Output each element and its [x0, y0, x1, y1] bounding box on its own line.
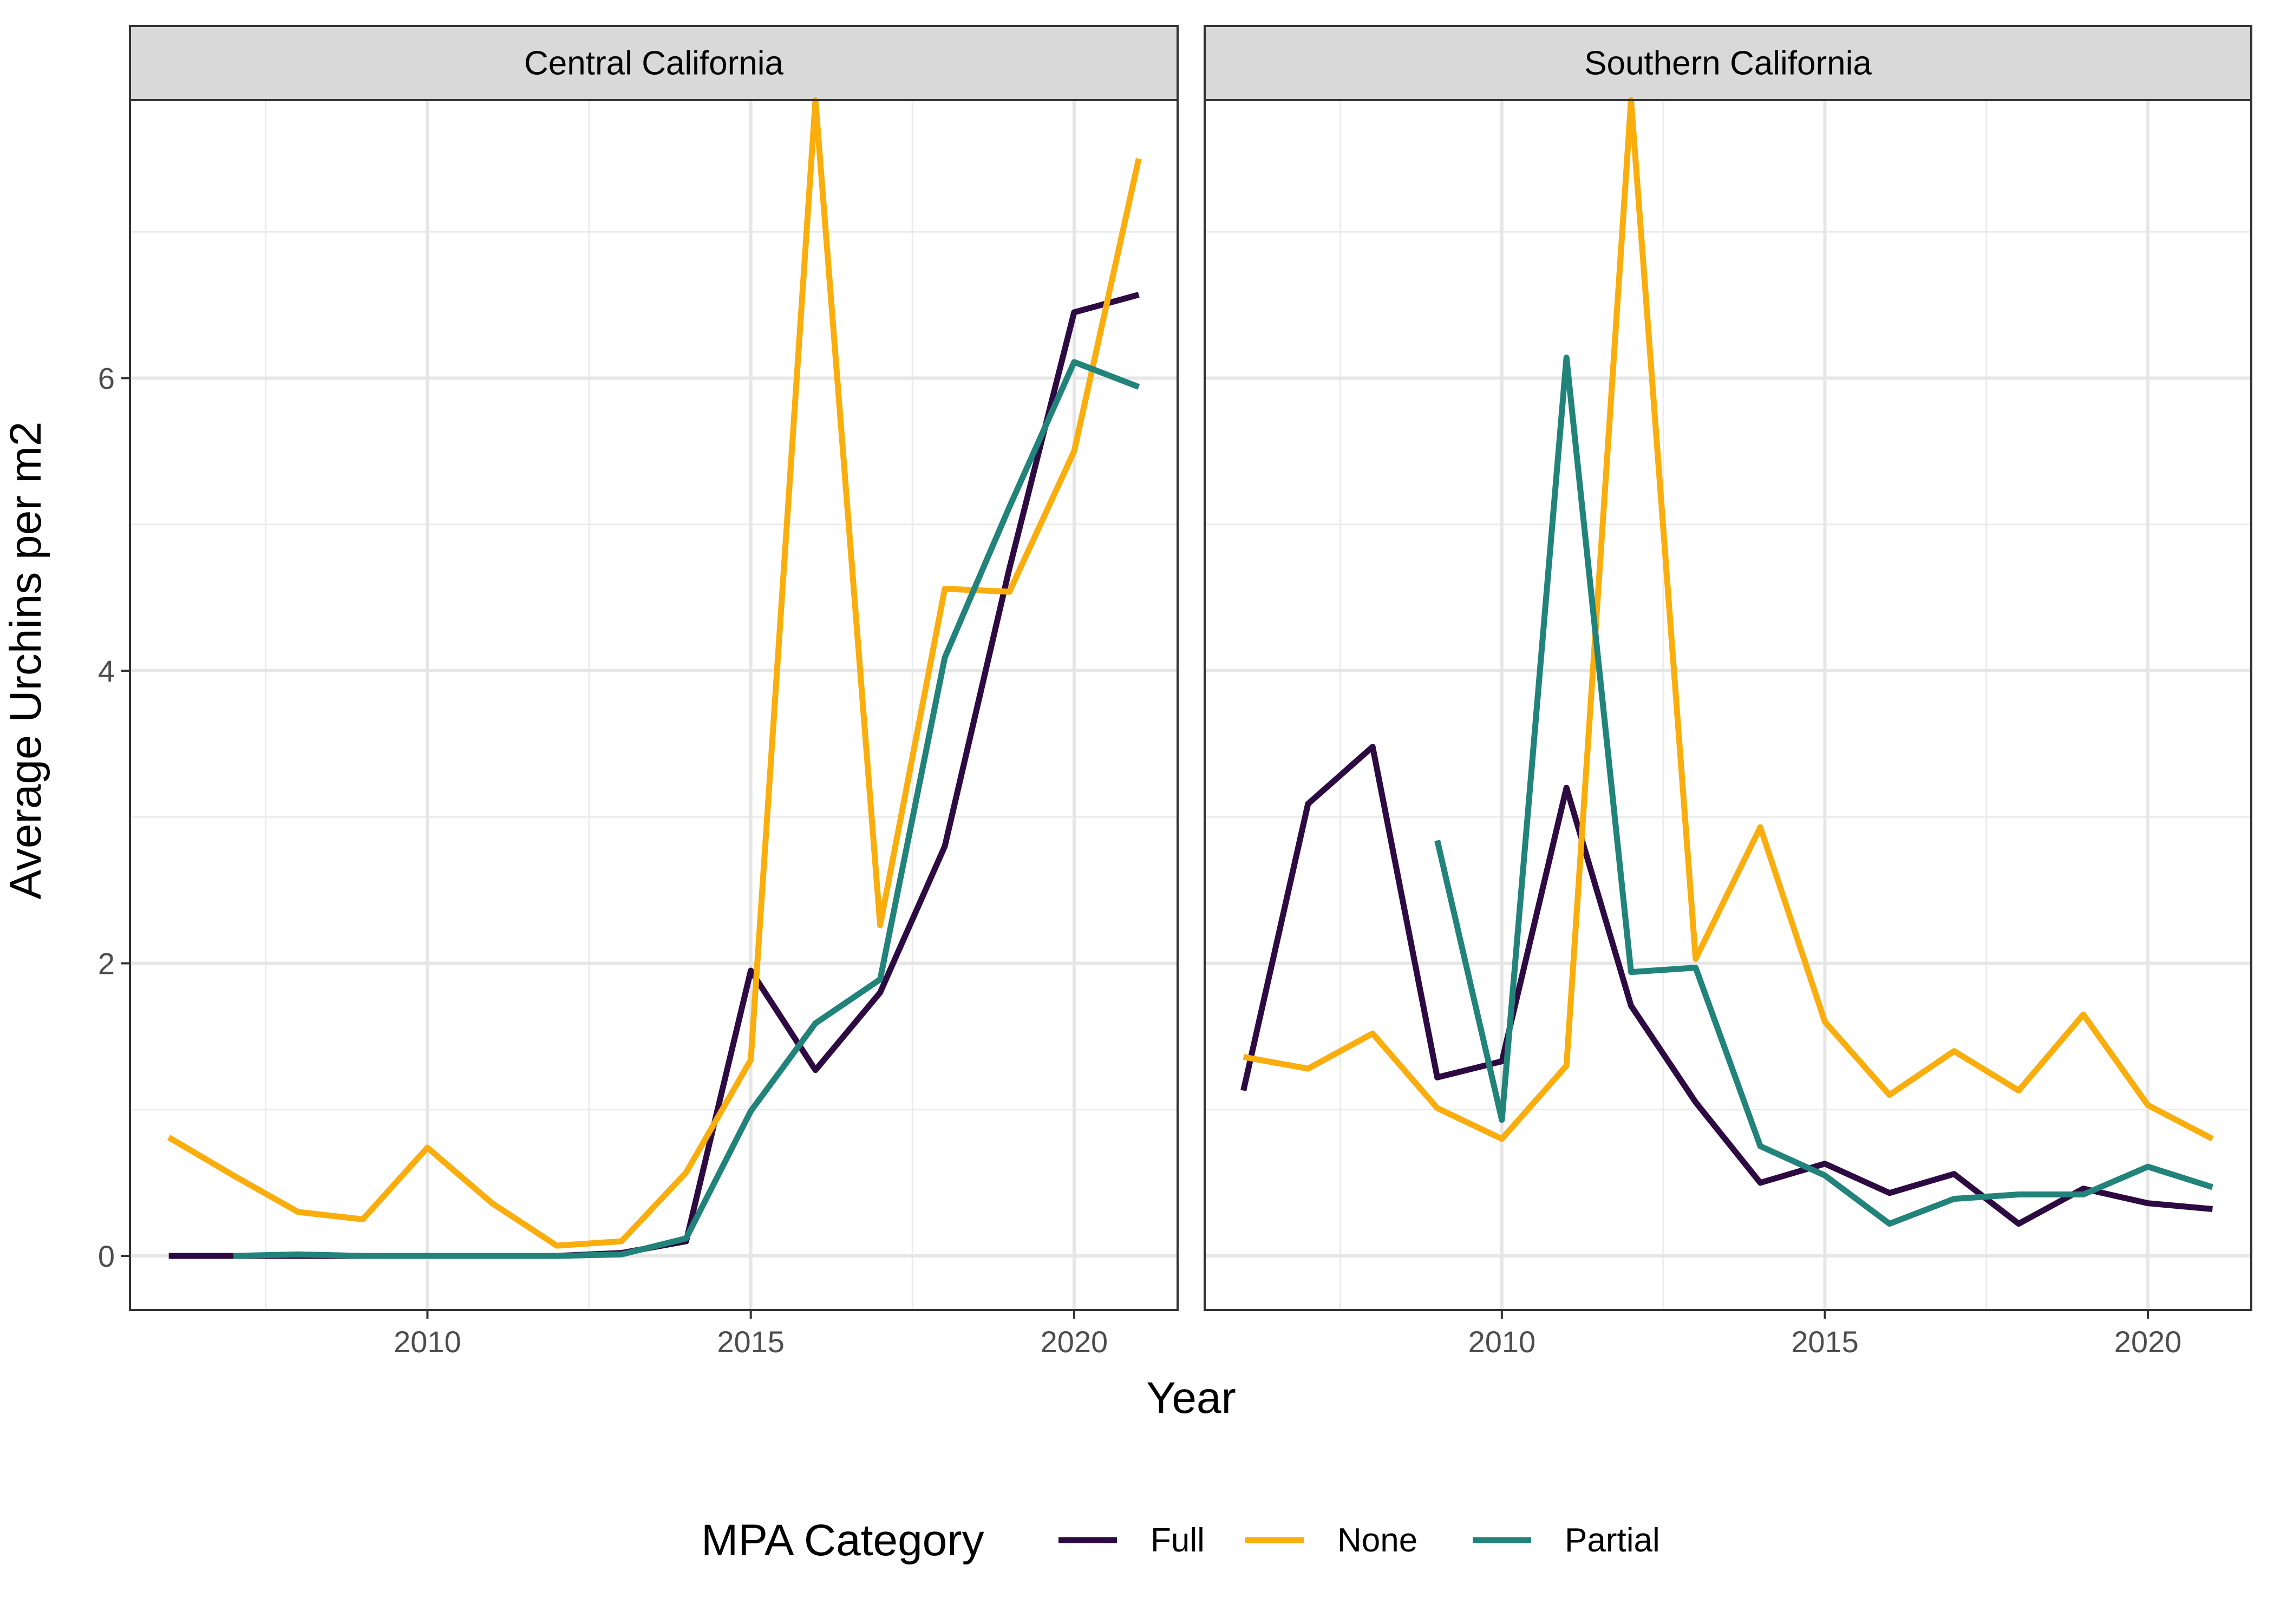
y-axis-title: Average Urchins per m2: [1, 422, 50, 900]
chart-panels: Central California 2010 2015 2020 0 2 4 6 Southe…: [98, 25, 2252, 1359]
x-axis-title: Year: [1146, 1373, 1236, 1423]
x-tick-label: 2010: [394, 1325, 461, 1359]
series-line-none: [167, 97, 1142, 1249]
strip-title: Central California: [524, 45, 784, 82]
panel-border: [129, 99, 1179, 1311]
x-tick-label: 2015: [1791, 1325, 1859, 1359]
strip-background: [129, 25, 1179, 101]
legend: MPA Category Full None Partial: [701, 1516, 1660, 1565]
y-tick-label: 6: [98, 361, 115, 395]
strip-background: [1204, 25, 2252, 101]
y-tick-label: 2: [98, 946, 115, 980]
strip-title: Southern California: [1584, 45, 1872, 82]
panel-border: [1204, 99, 2252, 1311]
x-tick-label: 2010: [1468, 1325, 1536, 1359]
x-tick-label: 2020: [2114, 1325, 2182, 1359]
panel-0: Central California 2010 2015 2020 0 2 4 6: [98, 25, 1179, 1359]
legend-label-full: Full: [1151, 1522, 1205, 1559]
x-tick-label: 2020: [1041, 1325, 1108, 1359]
y-tick-label: 4: [98, 654, 115, 688]
series-line-none: [1243, 97, 2214, 1142]
legend-title: MPA Category: [701, 1516, 984, 1565]
panel-1: Southern California 2010 2015 2020: [1204, 25, 2252, 1359]
panel-background: [130, 100, 1178, 1310]
legend-label-partial: Partial: [1565, 1522, 1660, 1559]
panel-background: [1205, 100, 2251, 1310]
series-line-partial: [233, 359, 1140, 1259]
legend-label-none: None: [1337, 1522, 1417, 1559]
x-tick-label: 2015: [717, 1325, 785, 1359]
series-line-full: [1240, 744, 2213, 1227]
y-tick-label: 0: [98, 1239, 115, 1273]
series-line-partial: [1434, 355, 2214, 1227]
